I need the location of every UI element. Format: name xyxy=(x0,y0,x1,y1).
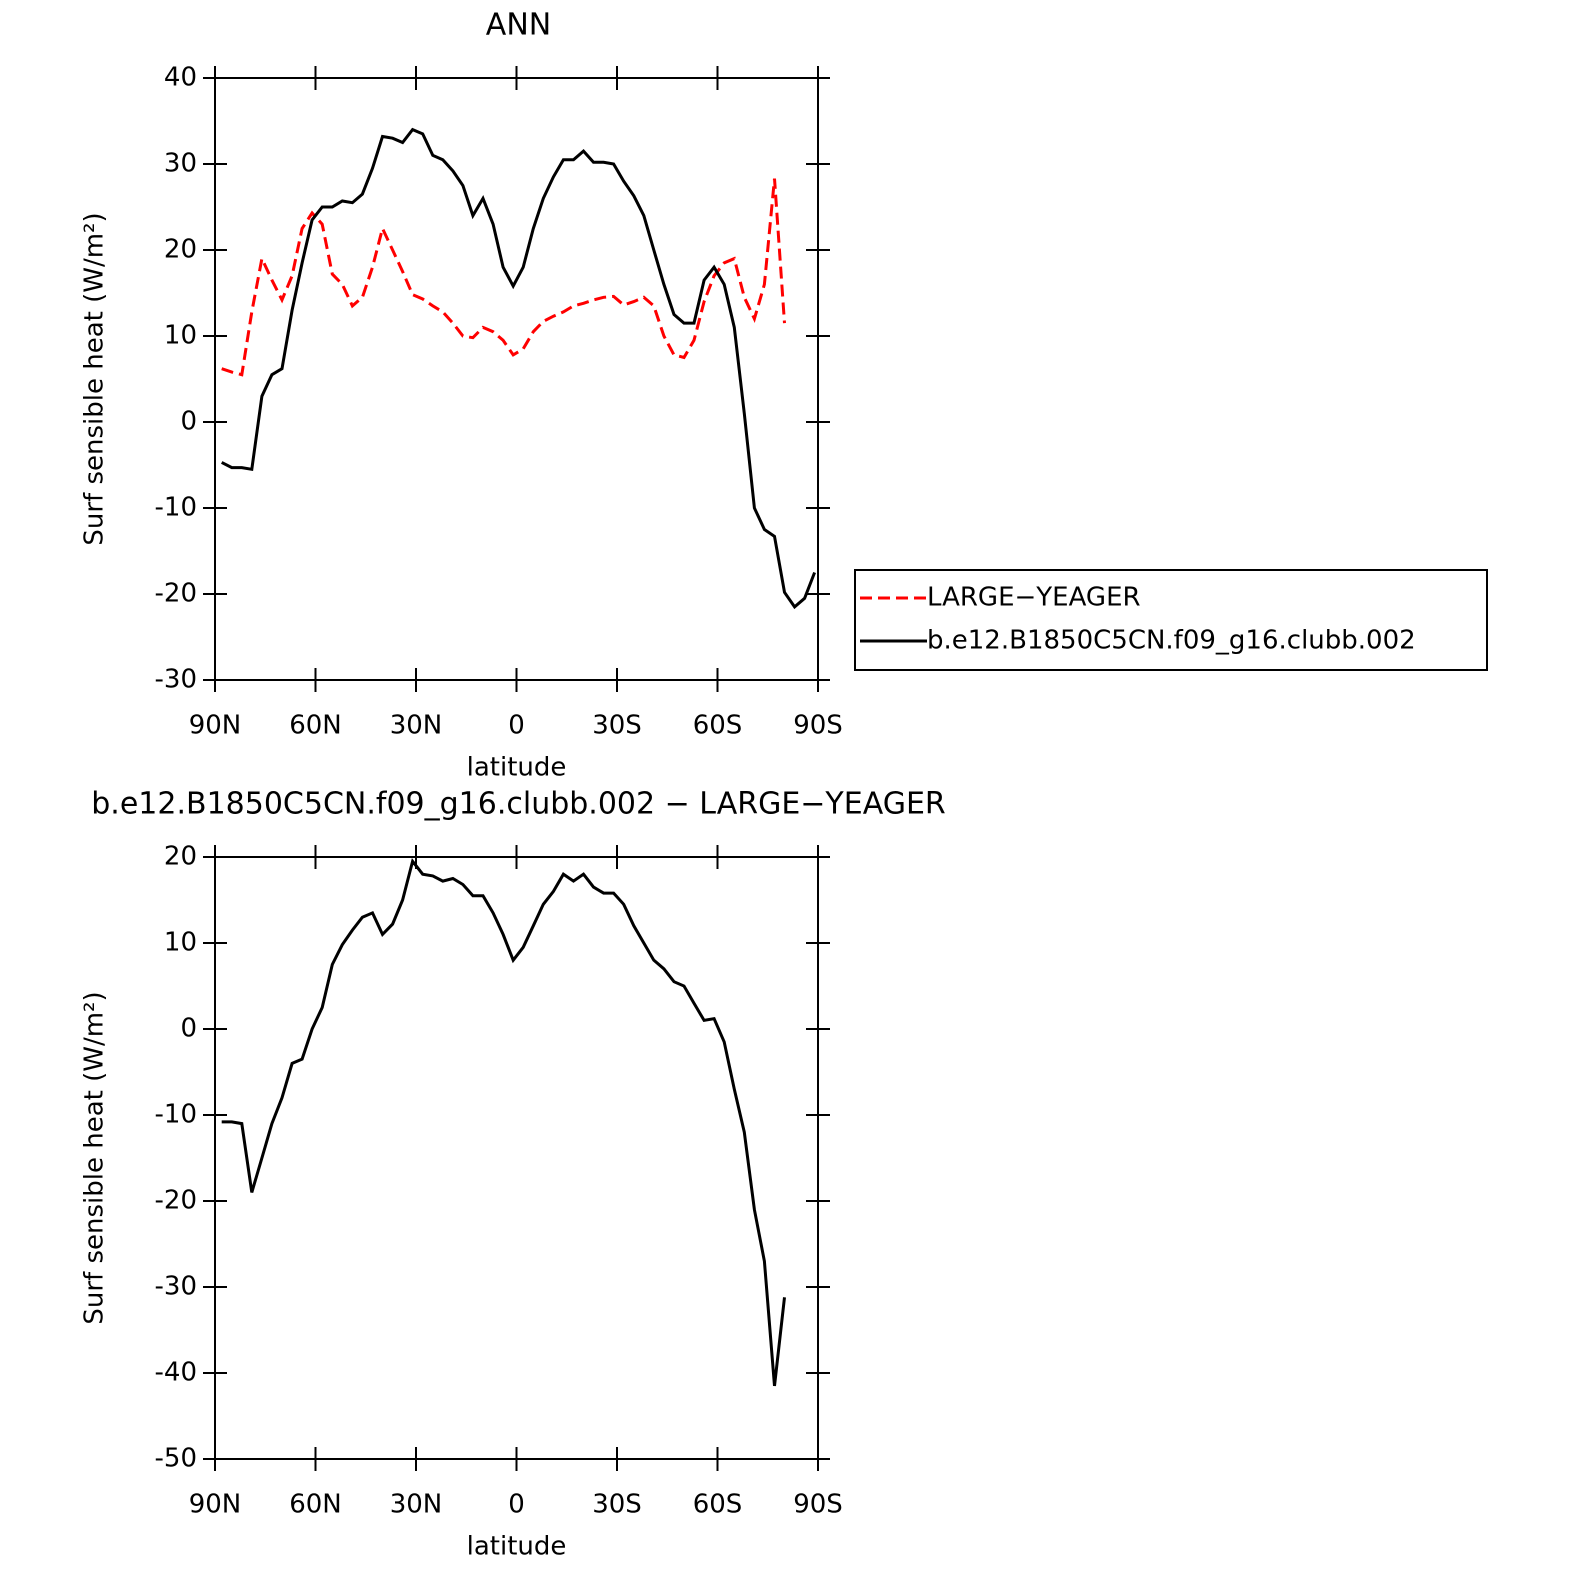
y-axis-label: Surf sensible heat (W/m²) xyxy=(80,212,110,545)
x-tick-label: 0 xyxy=(508,711,525,741)
legend-label: LARGE−YEAGER xyxy=(927,583,1141,613)
y-tick-label: 0 xyxy=(180,407,197,437)
x-tick-label: 30S xyxy=(592,711,642,741)
y-tick-label: 10 xyxy=(164,928,197,958)
x-tick-label: 60S xyxy=(693,711,743,741)
legend-label: b.e12.B1850C5CN.f09_g16.clubb.002 xyxy=(927,626,1416,656)
plot-frame xyxy=(214,77,819,681)
x-axis-label: latitude xyxy=(467,753,567,783)
legend: LARGE−YEAGER b.e12.B1850C5CN.f09_g16.club… xyxy=(854,569,1488,671)
panel: b.e12.B1850C5CN.f09_g16.clubb.002 − LARG… xyxy=(80,787,946,1562)
y-tick-label: 0 xyxy=(180,1014,197,1044)
x-tick-label: 90N xyxy=(189,1490,242,1520)
x-tick-label: 90S xyxy=(793,711,843,741)
x-tick-label: 30N xyxy=(390,711,443,741)
y-tick-label: -30 xyxy=(155,665,197,695)
y-tick-label: 20 xyxy=(164,235,197,265)
x-tick-label: 30N xyxy=(390,1490,443,1520)
y-tick-label: 20 xyxy=(164,842,197,872)
y-tick-label: 10 xyxy=(164,321,197,351)
x-tick-label: 90S xyxy=(793,1490,843,1520)
x-axis-label: latitude xyxy=(467,1532,567,1562)
x-tick-label: 30S xyxy=(592,1490,642,1520)
data-line xyxy=(221,127,816,610)
panel: ANN latitude Surf sensible heat (W/m²) -30 -… xyxy=(80,8,843,783)
y-tick-label: -30 xyxy=(155,1272,197,1302)
x-tick-label: 0 xyxy=(508,1490,525,1520)
y-tick-label: 40 xyxy=(164,63,197,93)
chart-title: ANN xyxy=(486,8,551,43)
y-tick-label: -10 xyxy=(155,1100,197,1130)
data-line xyxy=(221,178,786,377)
y-tick-label: 30 xyxy=(164,149,197,179)
x-tick-label: 60S xyxy=(693,1490,743,1520)
legend-box xyxy=(854,569,1488,671)
data-line xyxy=(221,857,786,1387)
y-tick-label: -20 xyxy=(155,579,197,609)
y-axis-label: Surf sensible heat (W/m²) xyxy=(80,991,110,1324)
y-tick-label: -10 xyxy=(155,493,197,523)
x-tick-label: 90N xyxy=(189,711,242,741)
chart-title: b.e12.B1850C5CN.f09_g16.clubb.002 − LARG… xyxy=(91,787,946,822)
x-tick-label: 60N xyxy=(289,711,342,741)
plot-frame xyxy=(214,856,819,1460)
y-tick-label: -50 xyxy=(155,1444,197,1474)
y-tick-label: -40 xyxy=(155,1358,197,1388)
y-tick-label: -20 xyxy=(155,1186,197,1216)
x-tick-label: 60N xyxy=(289,1490,342,1520)
